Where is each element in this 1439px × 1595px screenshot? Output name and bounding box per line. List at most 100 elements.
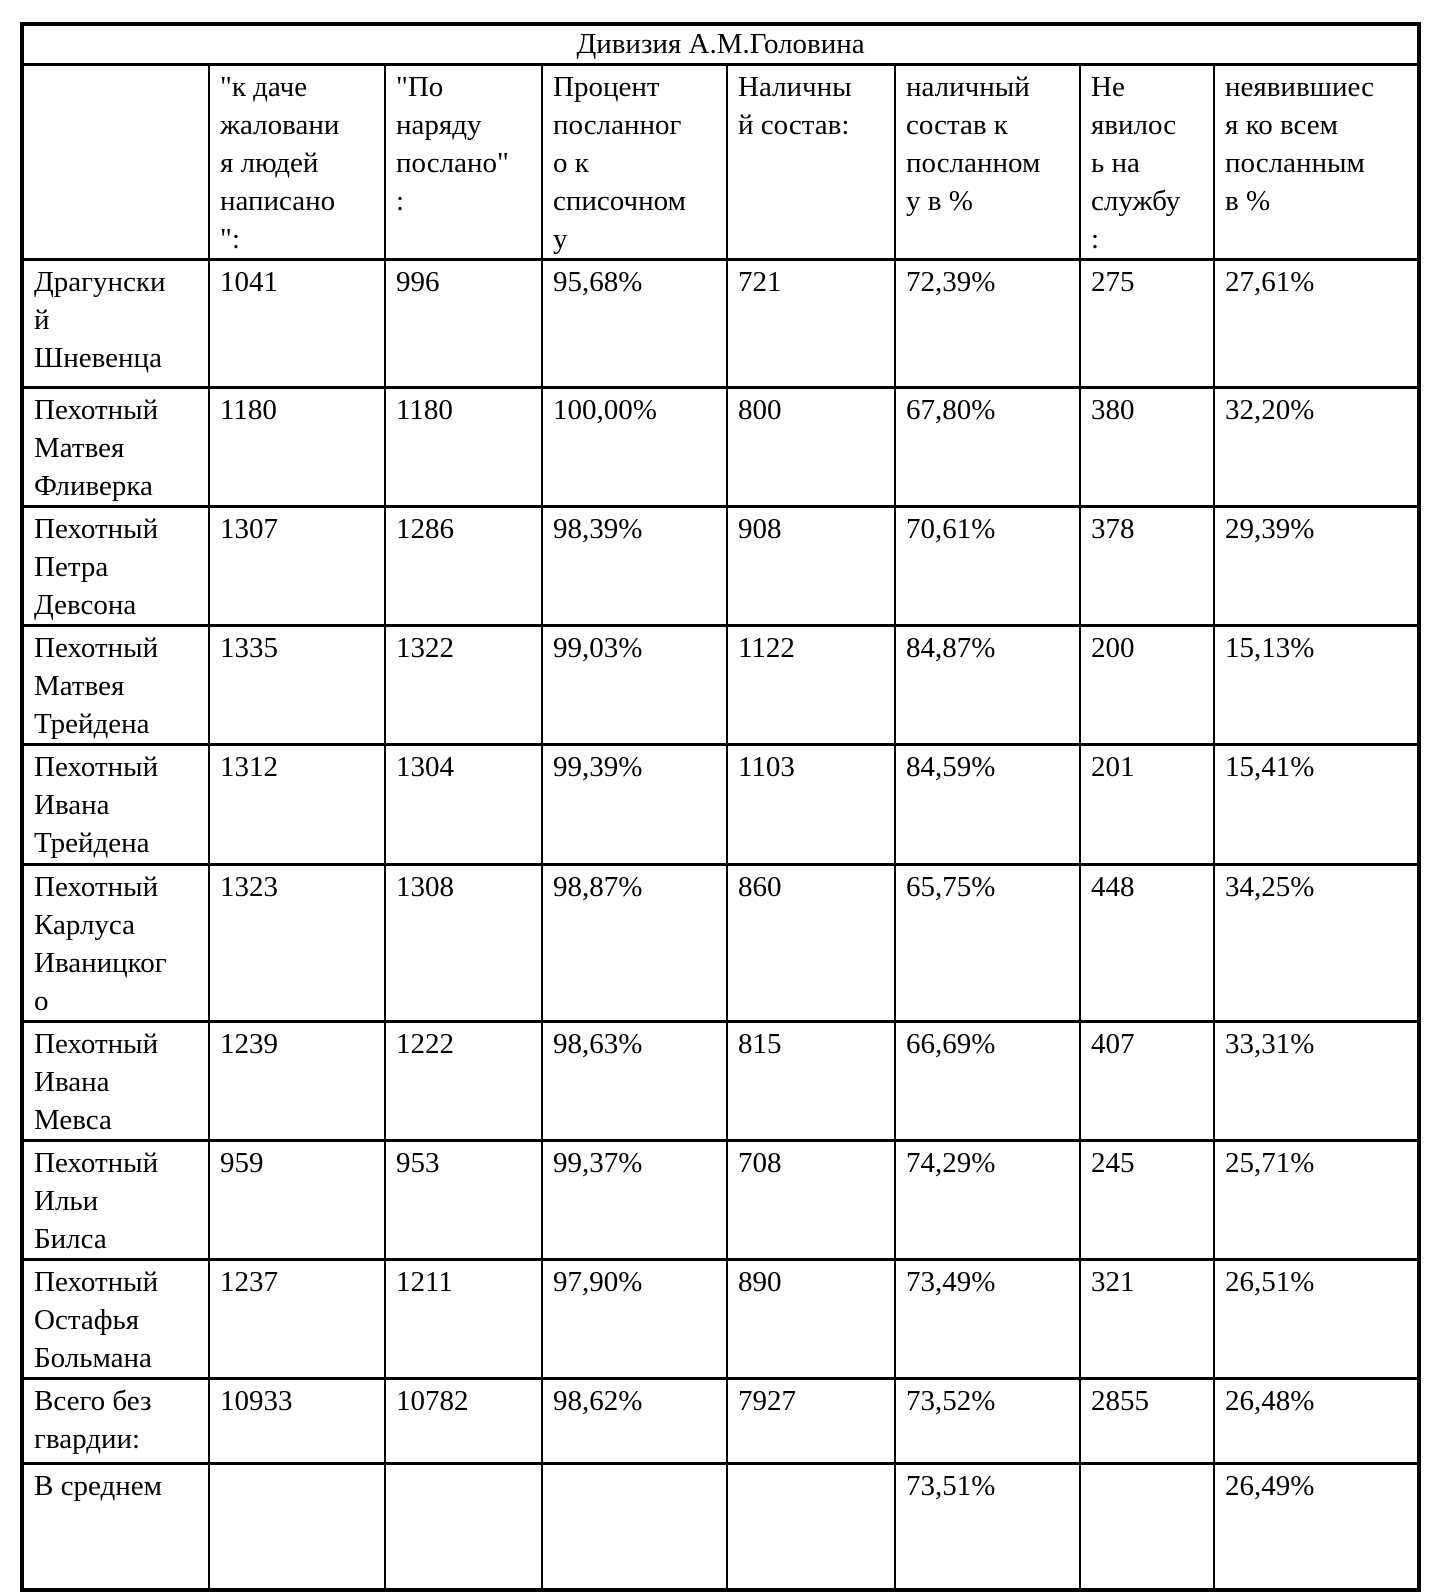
data-cell	[208, 1461, 386, 1592]
division-table: Дивизия А.М.Головина "к даче жаловани я …	[20, 22, 1422, 1592]
col-header-present-strength: Наличны й состав:	[726, 62, 896, 261]
data-cell: 860	[726, 862, 896, 1023]
data-cell: 245	[1079, 1138, 1215, 1261]
data-cell: 97,90%	[541, 1257, 728, 1380]
col-header-no-show-percent: неявившиес я ко всем посланным в %	[1212, 62, 1421, 261]
data-cell: 1041	[208, 257, 386, 389]
data-cell: 27,61%	[1212, 257, 1421, 389]
data-cell: 84,87%	[894, 623, 1081, 746]
table-row-average: В среднем 73,51% 26,49%	[21, 1461, 1421, 1592]
col-header-sent-by-order: "По наряду послано" :	[384, 62, 543, 261]
data-cell: 100,00%	[541, 385, 728, 508]
data-cell: 1180	[208, 385, 386, 508]
data-cell: 908	[726, 504, 896, 627]
row-label: Пехотный Ильи Билса	[21, 1138, 210, 1261]
row-label: Пехотный Матвея Фливерка	[21, 385, 210, 508]
data-cell: 959	[208, 1138, 386, 1261]
data-cell: 721	[726, 257, 896, 389]
data-cell: 33,31%	[1212, 1019, 1421, 1142]
row-label: В среднем	[21, 1461, 210, 1592]
col-header-pay-written: "к даче жаловани я людей написано ":	[208, 62, 386, 261]
data-cell: 98,87%	[541, 862, 728, 1023]
data-cell: 26,48%	[1212, 1376, 1421, 1465]
data-cell: 66,69%	[894, 1019, 1081, 1142]
row-label: Пехотный Остафья Больмана	[21, 1257, 210, 1380]
table-row: Пехотный Ивана Мевса 1239 1222 98,63% 81…	[21, 1019, 1421, 1142]
data-cell: 67,80%	[894, 385, 1081, 508]
data-cell: 1239	[208, 1019, 386, 1142]
data-cell: 98,63%	[541, 1019, 728, 1142]
table-title: Дивизия А.М.Головина	[20, 22, 1421, 66]
data-cell: 1286	[384, 504, 543, 627]
data-cell: 708	[726, 1138, 896, 1261]
data-cell: 200	[1079, 623, 1215, 746]
corner-cell	[21, 62, 210, 261]
table-row: Пехотный Петра Девсона 1307 1286 98,39% …	[21, 504, 1421, 627]
data-cell: 201	[1079, 742, 1215, 866]
table-row: Драгунски й Шневенца 1041 996 95,68% 721…	[21, 257, 1421, 389]
data-cell: 15,41%	[1212, 742, 1421, 866]
data-cell: 15,13%	[1212, 623, 1421, 746]
data-cell: 84,59%	[894, 742, 1081, 866]
data-cell: 448	[1079, 862, 1215, 1023]
data-cell: 1304	[384, 742, 543, 866]
data-cell: 378	[1079, 504, 1215, 627]
data-cell: 1180	[384, 385, 543, 508]
data-cell: 74,29%	[894, 1138, 1081, 1261]
row-label: Пехотный Петра Девсона	[21, 504, 210, 627]
row-label: Пехотный Ивана Мевса	[21, 1019, 210, 1142]
data-cell: 321	[1079, 1257, 1215, 1380]
row-label: Всего без гвардии:	[21, 1376, 210, 1465]
data-cell: 99,03%	[541, 623, 728, 746]
data-cell: 800	[726, 385, 896, 508]
data-cell: 7927	[726, 1376, 896, 1465]
data-cell: 26,49%	[1212, 1461, 1421, 1592]
data-cell: 10933	[208, 1376, 386, 1465]
data-cell: 407	[1079, 1019, 1215, 1142]
data-cell: 815	[726, 1019, 896, 1142]
col-header-present-to-sent-percent: наличный состав к посланном у в %	[894, 62, 1081, 261]
data-cell: 1323	[208, 862, 386, 1023]
table-row-total: Всего без гвардии: 10933 10782 98,62% 79…	[21, 1376, 1421, 1465]
title-row: Дивизия А.М.Головина	[20, 22, 1421, 66]
data-cell: 34,25%	[1212, 862, 1421, 1023]
table-row: Пехотный Матвея Фливерка 1180 1180 100,0…	[21, 385, 1421, 508]
data-cell: 1103	[726, 742, 896, 866]
data-cell: 996	[384, 257, 543, 389]
data-cell: 95,68%	[541, 257, 728, 389]
table-row: Пехотный Остафья Больмана 1237 1211 97,9…	[21, 1257, 1421, 1380]
data-cell: 29,39%	[1212, 504, 1421, 627]
col-header-percent-sent-of-list: Процент посланног о к списочном у	[541, 62, 728, 261]
data-cell: 10782	[384, 1376, 543, 1465]
data-cell: 32,20%	[1212, 385, 1421, 508]
table-row: Пехотный Матвея Трейдена 1335 1322 99,03…	[21, 623, 1421, 746]
data-cell: 1335	[208, 623, 386, 746]
row-label: Пехотный Матвея Трейдена	[21, 623, 210, 746]
data-cell: 98,39%	[541, 504, 728, 627]
row-label: Драгунски й Шневенца	[21, 257, 210, 389]
data-cell: 70,61%	[894, 504, 1081, 627]
data-cell: 1322	[384, 623, 543, 746]
data-cell: 26,51%	[1212, 1257, 1421, 1380]
data-cell: 25,71%	[1212, 1138, 1421, 1261]
data-cell: 890	[726, 1257, 896, 1380]
data-cell: 73,52%	[894, 1376, 1081, 1465]
data-cell	[1079, 1461, 1215, 1592]
data-cell: 953	[384, 1138, 543, 1261]
data-cell: 1211	[384, 1257, 543, 1380]
data-cell: 1308	[384, 862, 543, 1023]
data-cell: 380	[1079, 385, 1215, 508]
data-cell: 73,51%	[894, 1461, 1081, 1592]
data-cell: 1312	[208, 742, 386, 866]
header-row: "к даче жаловани я людей написано ": "По…	[21, 62, 1421, 261]
data-cell: 99,39%	[541, 742, 728, 866]
col-header-not-reported: Не явилос ь на службу :	[1079, 62, 1215, 261]
data-cell	[541, 1461, 728, 1592]
table-row: Пехотный Ильи Билса 959 953 99,37% 708 7…	[21, 1138, 1421, 1261]
data-cell: 1237	[208, 1257, 386, 1380]
data-cell: 1307	[208, 504, 386, 627]
data-cell: 1122	[726, 623, 896, 746]
table-row: Пехотный Карлуса Иваницког о 1323 1308 9…	[21, 862, 1421, 1023]
table-row: Пехотный Ивана Трейдена 1312 1304 99,39%…	[21, 742, 1421, 866]
